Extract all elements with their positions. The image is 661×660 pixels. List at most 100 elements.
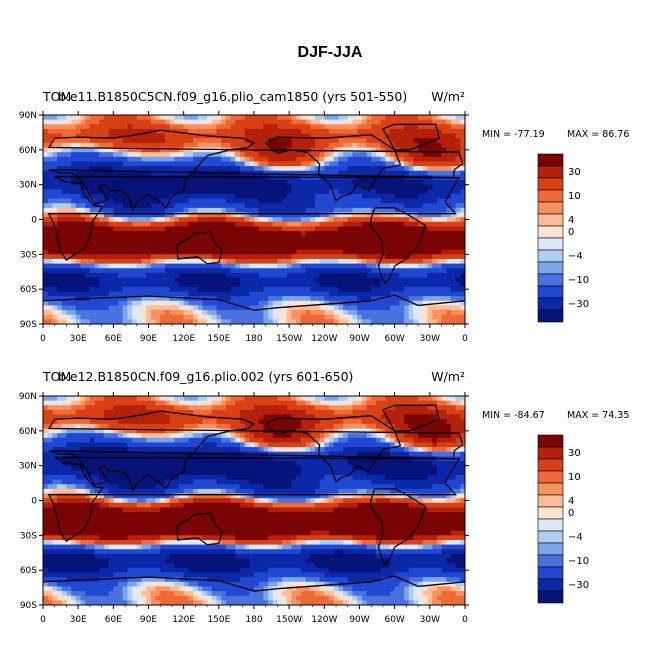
coastlines [43,404,465,592]
lon-tick-label: 180 [245,334,262,344]
coastline [381,123,440,151]
lon-tick-label: 120W [311,334,337,344]
colorbar-swatch [537,201,564,215]
lon-tick-label: 150E [207,334,230,344]
colorbar-swatch [537,506,564,520]
lon-tick-label: 90E [140,334,157,344]
colorbar-label: 0 [568,227,574,238]
lon-tick-label: 30E [70,334,87,344]
lat-tick-label: 60N [19,146,37,156]
coastline [175,230,224,265]
lat-tick-label: 60S [20,566,37,576]
coastline [47,410,464,494]
lon-tick-label: 180 [245,615,262,625]
colorbar-swatch [537,566,564,580]
lon-tick-label: 150W [276,334,302,344]
coastline [381,404,440,432]
colorbar-label: 10 [568,472,581,483]
coastline [47,129,464,213]
figure-title: DJF-JJA [298,44,363,61]
colorbar-swatch [537,578,564,592]
coastline [47,175,461,261]
min-value-label: MIN = -77.19 [482,129,545,140]
lon-tick-label: 60W [384,334,404,344]
lat-tick-label: 90S [20,320,37,330]
colorbar-label: −4 [568,251,583,262]
lat-tick-label: 30S [20,250,37,260]
lat-tick-label: 90N [19,392,37,402]
colorbar: 30 10 40 −4 −10 −30 [537,153,589,323]
coastline [43,294,465,311]
lon-tick-label: 30W [420,615,440,625]
colorbar-swatch [537,518,564,532]
panel-left-title: TOM [42,369,71,384]
colorbar-label: 30 [568,167,581,178]
panel-case-title: b.e12.B1850CN.f09_g16.plio.002 (yrs 601-… [58,369,353,384]
colorbar-swatch [537,261,564,275]
colorbar-label: 30 [568,448,581,459]
lat-tick-label: 0 [31,497,37,507]
lat-tick-label: 60S [20,285,37,295]
colorbar-swatch [537,554,564,568]
lat-tick-label: 0 [31,216,37,226]
lat-tick-label: 60N [19,427,37,437]
colorbar-swatch [537,309,564,323]
lon-tick-label: 0 [462,615,468,625]
lat-tick-label: 30N [19,462,37,472]
lat-tick-label: 90N [19,111,37,121]
colorbar-label: −4 [568,532,583,543]
max-value-label: MAX = 86.76 [567,129,629,140]
panel-left-title: TOM [42,89,71,104]
lon-tick-label: 150W [276,615,302,625]
lon-tick-label: 0 [462,334,468,344]
panel-units: W/m² [431,89,465,104]
colorbar-label: 4 [568,496,574,507]
colorbar-label: −10 [568,275,589,286]
colorbar-swatch [537,446,564,460]
coastline [369,207,426,285]
colorbar-swatch [537,165,564,179]
max-value-label: MAX = 74.35 [567,410,629,421]
lon-tick-label: 90W [349,615,369,625]
colorbar-swatch [537,542,564,556]
colorbar-swatch [537,285,564,299]
colorbar-swatch [537,530,564,544]
panel-case-title: b.e11.B1850C5CN.f09_g16.plio_cam1850 (yr… [58,89,407,104]
lon-tick-label: 30W [420,334,440,344]
colorbar-swatch [537,590,564,604]
colorbar-label: −30 [568,580,589,591]
lat-tick-label: 30S [20,531,37,541]
colorbar-swatch [537,494,564,508]
lon-tick-label: 120W [311,615,337,625]
lon-tick-label: 0 [40,334,46,344]
colorbar-swatch [537,249,564,263]
panel-units: W/m² [431,369,465,384]
lon-tick-label: 150E [207,615,230,625]
colorbar-swatch [537,470,564,484]
lat-tick-label: 90S [20,601,37,611]
colorbar: 30 10 40 −4 −10 −30 [537,434,589,604]
coastlines [43,123,465,311]
colorbar-swatch [537,297,564,311]
coastline [265,134,402,202]
colorbar-label: 10 [568,191,581,202]
coastline [43,575,465,592]
colorbar-swatch [537,177,564,191]
colorbar-label: −30 [568,299,589,310]
colorbar-swatch [537,153,564,167]
lon-tick-label: 60W [384,615,404,625]
colorbar-swatch [537,189,564,203]
min-value-label: MIN = -84.67 [482,410,545,421]
coastline [369,488,426,566]
lon-tick-label: 90W [349,334,369,344]
lon-tick-label: 90E [140,615,157,625]
contour-field [43,115,465,324]
colorbar-swatch [537,225,564,239]
colorbar-label: −10 [568,556,589,567]
colorbar-swatch [537,273,564,287]
colorbar-label: 4 [568,215,574,226]
colorbar-swatch [537,213,564,227]
